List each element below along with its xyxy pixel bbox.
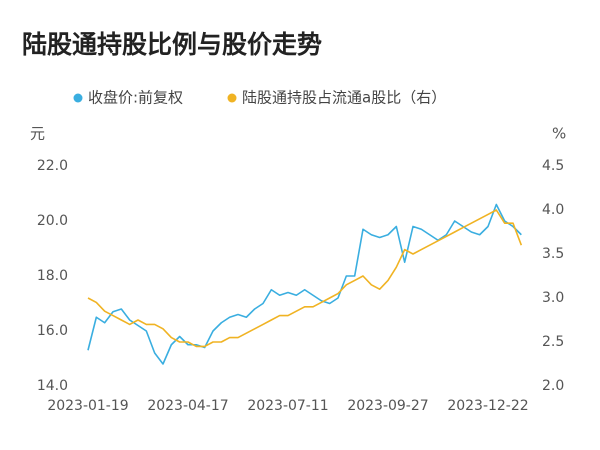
x-tick-label: 2023-01-19 [47, 398, 128, 414]
y-tick-label: 22.0 [37, 158, 68, 174]
y-tick-label: 14.0 [37, 378, 68, 394]
y2-tick-label: 2.5 [542, 334, 564, 350]
y2-tick-label: 4.0 [542, 202, 564, 218]
series-line [87, 203, 522, 365]
x-tick-label: 2023-04-17 [147, 398, 228, 414]
y-unit: 元 [30, 125, 45, 143]
y2-tick-label: 4.5 [542, 158, 564, 174]
x-tick-label: 2023-09-27 [347, 398, 428, 414]
legend-marker [73, 93, 83, 103]
y2-tick-label: 3.0 [542, 290, 564, 306]
legend-label: 陆股通持股占流通a股比（右） [242, 89, 446, 107]
x-tick-label: 2023-07-11 [247, 398, 328, 414]
legend-label: 收盘价:前复权 [88, 89, 183, 107]
y2-tick-label: 3.5 [542, 246, 564, 262]
y-tick-label: 18.0 [37, 268, 68, 284]
y2-tick-label: 2.0 [542, 378, 564, 394]
chart-title: 陆股通持股比例与股价走势 [22, 30, 322, 59]
y-tick-label: 20.0 [37, 213, 68, 229]
y-tick-label: 16.0 [37, 323, 68, 339]
x-tick-label: 2023-12-22 [447, 398, 528, 414]
y2-unit: % [552, 125, 566, 143]
legend-marker [227, 93, 237, 103]
series-line [87, 209, 523, 348]
